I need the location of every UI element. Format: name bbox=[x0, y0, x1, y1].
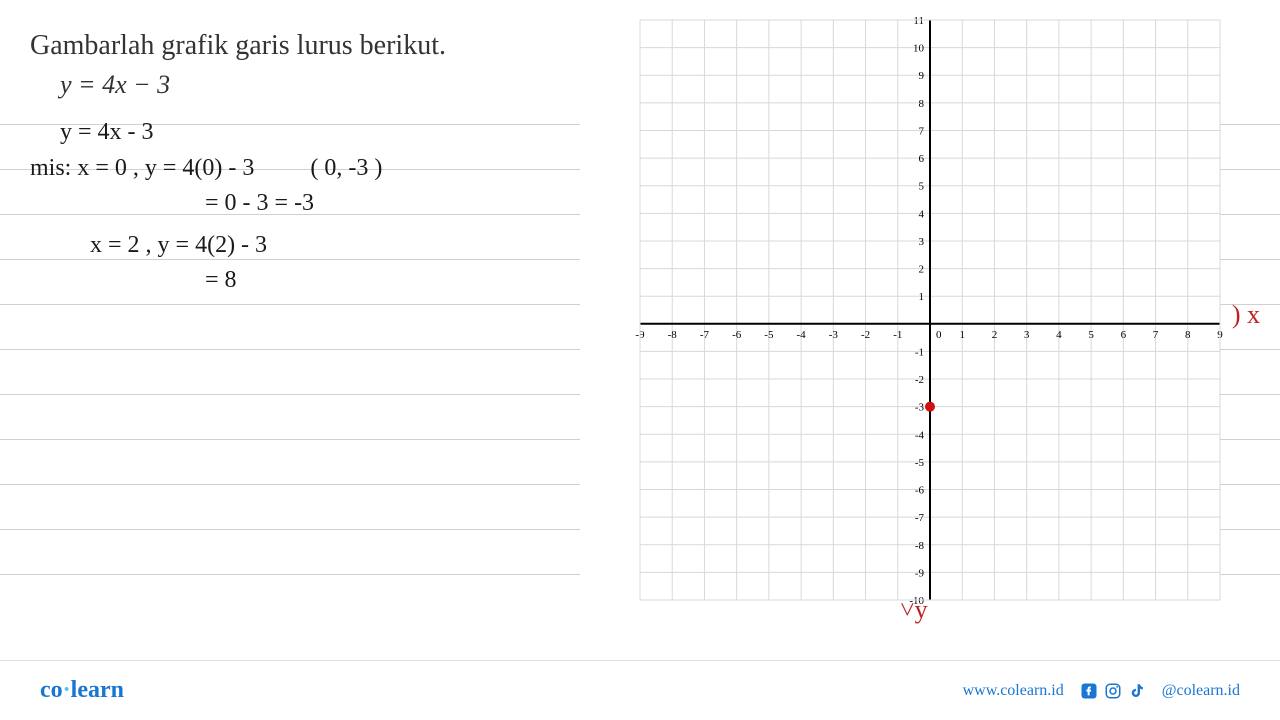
x-axis-label: ) x bbox=[1232, 300, 1260, 330]
problem-title: Gambarlah grafik garis lurus berikut. bbox=[30, 30, 570, 62]
svg-text:-9: -9 bbox=[915, 567, 925, 579]
svg-text:-5: -5 bbox=[915, 457, 925, 469]
svg-text:-6: -6 bbox=[732, 329, 742, 341]
svg-text:-1: -1 bbox=[915, 346, 924, 358]
svg-text:6: 6 bbox=[919, 153, 925, 165]
instagram-icon bbox=[1104, 682, 1122, 700]
svg-text:-8: -8 bbox=[668, 329, 678, 341]
problem-equation: y = 4x − 3 bbox=[60, 70, 570, 100]
svg-text:-3: -3 bbox=[915, 402, 925, 414]
hw-line-3: = 0 - 3 = -3 bbox=[205, 187, 570, 221]
svg-text:-7: -7 bbox=[915, 512, 925, 524]
svg-text:7: 7 bbox=[1153, 329, 1159, 341]
svg-text:5: 5 bbox=[1088, 329, 1094, 341]
hw-line-5: = 8 bbox=[205, 264, 570, 298]
svg-text:10: 10 bbox=[913, 43, 925, 55]
svg-text:4: 4 bbox=[919, 208, 925, 220]
svg-text:9: 9 bbox=[919, 70, 925, 82]
svg-text:4: 4 bbox=[1056, 329, 1062, 341]
hw-line-4: x = 2 , y = 4(2) - 3 bbox=[90, 229, 570, 263]
handwritten-work: y = 4x - 3 mis: x = 0 , y = 4(0) - 3 ( 0… bbox=[30, 116, 570, 298]
tiktok-icon bbox=[1128, 682, 1146, 700]
footer-url: www.colearn.id bbox=[963, 682, 1064, 700]
svg-text:3: 3 bbox=[1024, 329, 1030, 341]
svg-text:11: 11 bbox=[913, 15, 924, 27]
svg-text:1: 1 bbox=[919, 291, 925, 303]
svg-text:8: 8 bbox=[919, 98, 925, 110]
svg-text:2: 2 bbox=[992, 329, 998, 341]
hw-line-1: y = 4x - 3 bbox=[60, 116, 570, 150]
svg-text:0: 0 bbox=[936, 329, 942, 341]
svg-text:-7: -7 bbox=[700, 329, 710, 341]
svg-text:1: 1 bbox=[959, 329, 965, 341]
svg-text:8: 8 bbox=[1185, 329, 1191, 341]
svg-text:-4: -4 bbox=[915, 429, 925, 441]
social-icons bbox=[1080, 682, 1146, 700]
svg-text:-5: -5 bbox=[764, 329, 774, 341]
grid-svg: -9-8-7-6-5-4-3-2-10123456789-10-9-8-7-6-… bbox=[600, 10, 1240, 620]
facebook-icon bbox=[1080, 682, 1098, 700]
brand-logo: co·learn bbox=[40, 677, 124, 704]
svg-text:-3: -3 bbox=[829, 329, 839, 341]
svg-text:3: 3 bbox=[919, 236, 925, 248]
footer-handle: @colearn.id bbox=[1162, 682, 1240, 700]
svg-text:-1: -1 bbox=[893, 329, 902, 341]
footer: co·learn www.colearn.id @colearn.id bbox=[0, 660, 1280, 720]
svg-text:-2: -2 bbox=[861, 329, 870, 341]
svg-text:2: 2 bbox=[919, 264, 925, 276]
y-axis-label: ˅y bbox=[900, 595, 928, 625]
hw-point: ( 0, -3 ) bbox=[310, 152, 382, 186]
svg-text:5: 5 bbox=[919, 181, 925, 193]
svg-text:6: 6 bbox=[1121, 329, 1127, 341]
hw-line-2: mis: x = 0 , y = 4(0) - 3 ( 0, -3 ) bbox=[30, 152, 570, 186]
svg-text:-2: -2 bbox=[915, 374, 924, 386]
svg-text:7: 7 bbox=[919, 125, 925, 137]
coordinate-grid: -9-8-7-6-5-4-3-2-10123456789-10-9-8-7-6-… bbox=[600, 10, 1240, 620]
svg-text:-8: -8 bbox=[915, 540, 925, 552]
svg-text:-4: -4 bbox=[797, 329, 807, 341]
svg-text:-6: -6 bbox=[915, 485, 925, 497]
